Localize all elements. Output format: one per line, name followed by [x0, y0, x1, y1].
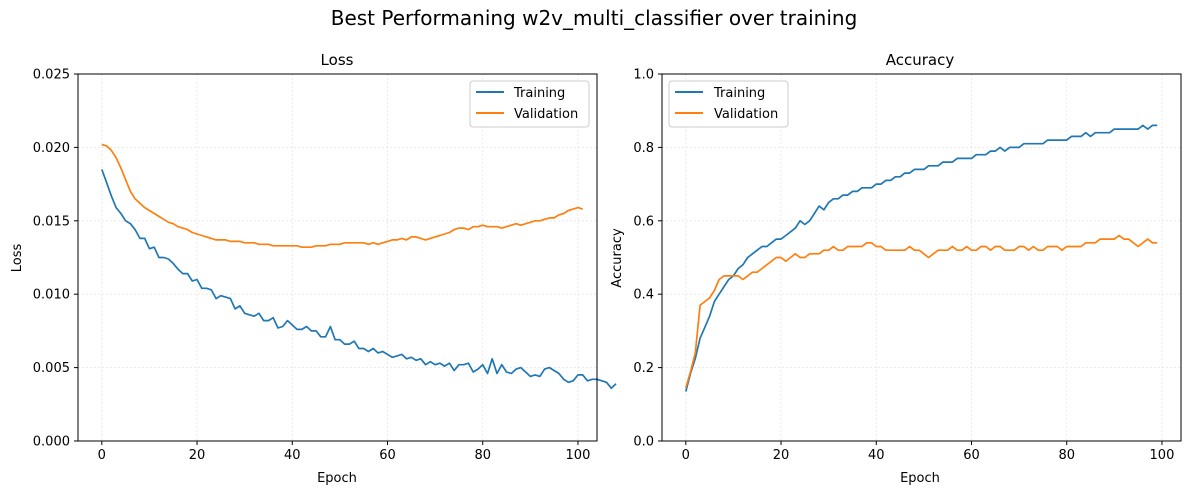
loss-ytick-label: 0.005 — [33, 361, 70, 376]
accuracy-xtick-label: 20 — [773, 448, 790, 463]
loss-panel: 0 20 40 60 80 100 0.000 0.005 0.010 0.015 0.020 0.0… — [10, 51, 617, 486]
loss-ylabel: Loss — [10, 244, 25, 273]
loss-xtick-label: 60 — [379, 448, 396, 463]
loss-ytick-label: 0.025 — [33, 68, 70, 83]
loss-ytick-label: 0.015 — [33, 214, 70, 229]
accuracy-ytick-label: 0.2 — [633, 361, 654, 376]
accuracy-legend: Training Validation — [668, 80, 789, 128]
accuracy-xlabel: Epoch — [900, 471, 940, 486]
accuracy-xtick-label: 0 — [682, 448, 690, 463]
loss-ytick-label: 0.020 — [33, 141, 70, 156]
loss-title: Loss — [321, 51, 354, 69]
accuracy-ytick-label: 0.8 — [633, 141, 654, 156]
accuracy-xtick-label: 60 — [963, 448, 980, 463]
accuracy-ylabel: Accuracy — [610, 228, 625, 288]
loss-xtick-label: 80 — [474, 448, 491, 463]
loss-ytick-label: 0.000 — [33, 435, 70, 450]
accuracy-legend-training-label: Training — [713, 86, 765, 101]
accuracy-ytick-label: 0.0 — [633, 435, 654, 450]
loss-legend-validation-label: Validation — [514, 107, 578, 122]
accuracy-axes-frame — [661, 73, 1182, 442]
accuracy-legend-validation-label: Validation — [714, 107, 778, 122]
loss-xlabel: Epoch — [317, 471, 357, 486]
loss-xtick-label: 20 — [189, 448, 206, 463]
accuracy-validation-line — [684, 234, 1158, 389]
loss-ytick-label: 0.010 — [33, 288, 70, 303]
accuracy-xtick-label: 100 — [1150, 448, 1175, 463]
accuracy-grid — [662, 73, 1181, 442]
accuracy-training-line — [684, 124, 1158, 392]
loss-grid — [78, 73, 597, 442]
accuracy-lines — [684, 124, 1158, 392]
loss-xtick-label: 0 — [98, 448, 106, 463]
loss-training-line — [101, 169, 617, 390]
loss-axes-frame — [77, 73, 598, 442]
loss-ticks: 0 20 40 60 80 100 0.000 0.005 0.010 0.015 0.020 0.0… — [33, 68, 591, 464]
loss-xtick-label: 100 — [566, 448, 591, 463]
loss-validation-line — [101, 143, 583, 249]
accuracy-ytick-label: 1.0 — [633, 68, 654, 83]
loss-legend-training-label: Training — [513, 86, 565, 101]
accuracy-xtick-label: 80 — [1058, 448, 1075, 463]
loss-legend: Training Validation — [469, 80, 590, 128]
figure-suptitle: Best Performaning w2v_multi_classifier o… — [331, 6, 858, 30]
accuracy-xtick-label: 40 — [868, 448, 885, 463]
accuracy-ticks: 0 20 40 60 80 100 0.0 0.2 0.4 0.6 0.8 1.0 — [633, 68, 1174, 464]
accuracy-title: Accuracy — [886, 51, 955, 69]
loss-lines — [101, 143, 617, 390]
accuracy-ytick-label: 0.6 — [633, 214, 654, 229]
accuracy-ytick-label: 0.4 — [633, 288, 654, 303]
loss-xtick-label: 40 — [284, 448, 301, 463]
